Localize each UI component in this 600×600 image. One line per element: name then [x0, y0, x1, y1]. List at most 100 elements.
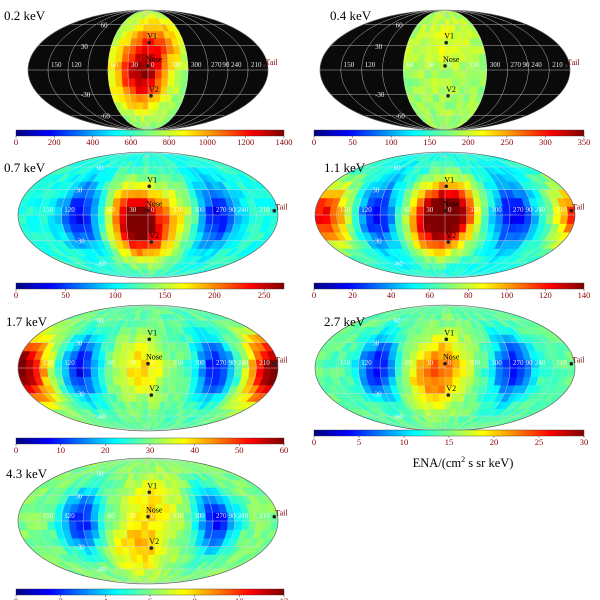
- heatmap-cell: [466, 214, 475, 224]
- heatmap-cell: [75, 359, 84, 369]
- heatmap-cell: [60, 520, 70, 530]
- heatmap-cell: [487, 367, 496, 377]
- heatmap-cell: [494, 214, 504, 224]
- heatmap-cell: [480, 367, 489, 377]
- heatmap-cell: [458, 359, 468, 369]
- colorbar-tick-label: 0: [14, 596, 18, 600]
- heatmap-cell: [118, 512, 127, 522]
- panel-title: 2.7 keV: [324, 314, 366, 329]
- longitude-label: 300: [491, 206, 502, 214]
- heatmap-cell: [160, 69, 169, 79]
- heatmap-cell: [154, 69, 162, 79]
- heatmap-cell: [120, 69, 129, 79]
- heatmap-cell: [416, 69, 425, 79]
- heatmap-cell: [147, 115, 153, 122]
- longitude-label: 0: [448, 359, 452, 367]
- heatmap-cell: [438, 240, 446, 249]
- longitude-label: 60: [108, 206, 116, 214]
- longitude-label: 330: [470, 206, 481, 214]
- heatmap-cell: [175, 529, 185, 539]
- heatmap-cell: [140, 537, 149, 547]
- marker-tail-dot: [272, 361, 277, 366]
- longitude-label: 90: [523, 61, 531, 69]
- heatmap-cell: [175, 223, 185, 233]
- longitude-label: 300: [191, 61, 202, 69]
- heatmap-cell: [183, 359, 192, 369]
- heatmap-cell: [219, 520, 228, 530]
- marker-v1-dot: [444, 184, 449, 189]
- longitude-label: 150: [43, 359, 54, 367]
- latitude-label: -30: [75, 391, 85, 399]
- latitude-label: -60: [101, 113, 111, 121]
- heatmap-cell: [53, 367, 63, 377]
- latitude-label: 60: [97, 470, 105, 478]
- heatmap-cell: [125, 214, 135, 224]
- heatmap-cell: [430, 384, 439, 394]
- marker-v2-label: V2: [446, 85, 456, 94]
- heatmap-cell: [415, 206, 424, 216]
- heatmap-cell: [169, 214, 178, 224]
- colorbar-tick-label: 150: [159, 290, 172, 300]
- marker-v2-label: V2: [149, 537, 159, 546]
- longitude-label: 150: [43, 206, 54, 214]
- heatmap-cell: [161, 512, 171, 522]
- heatmap-cell: [523, 367, 533, 377]
- heatmap-cell: [394, 367, 403, 377]
- heatmap-cell: [147, 69, 156, 79]
- colorbar-tick-label: 0: [312, 290, 316, 300]
- heatmap-cell: [480, 206, 489, 216]
- longitude-label: 0: [151, 61, 155, 69]
- heatmap-cell: [154, 214, 163, 224]
- heatmap-cell: [372, 214, 381, 224]
- heatmap-cell: [464, 77, 473, 87]
- heatmap-cell: [111, 367, 120, 377]
- heatmap-cell: [516, 367, 525, 377]
- heatmap-cell: [153, 401, 161, 410]
- heatmap-cell: [450, 93, 459, 103]
- heatmap-cell: [379, 214, 389, 224]
- heatmap-cell: [133, 520, 142, 530]
- heatmap-cell: [147, 408, 154, 417]
- longitude-label: 180: [572, 61, 583, 69]
- latitude-label: -60: [394, 413, 404, 421]
- colorbar-tick-label: 20: [348, 290, 357, 300]
- colorbar-tick-label: 1200: [237, 137, 254, 147]
- colorbar-tick-label: 8: [193, 596, 197, 600]
- longitude-label: 210: [556, 206, 567, 214]
- heatmap-cell: [262, 367, 272, 377]
- longitude-label: 150: [340, 359, 351, 367]
- heatmap-cell: [169, 367, 178, 377]
- heatmap-cell: [18, 520, 27, 530]
- pole-label-north: 90: [144, 307, 150, 313]
- heatmap-cell: [166, 77, 175, 87]
- heatmap-cell: [457, 45, 466, 55]
- heatmap-cell: [154, 520, 163, 530]
- heatmap-cell: [394, 214, 403, 224]
- heatmap-cell: [329, 214, 339, 224]
- colorbar-tick-label: 0: [312, 437, 316, 447]
- heatmap-cell: [176, 367, 185, 377]
- colorbar: [313, 282, 585, 290]
- heatmap-cell: [458, 214, 468, 224]
- heatmap-cell: [402, 69, 411, 79]
- marker-tail-dot: [569, 208, 574, 213]
- heatmap-cell: [379, 359, 389, 369]
- heatmap-cell: [530, 214, 540, 224]
- heatmap-cell: [226, 520, 236, 530]
- panel-title: 0.7 keV: [4, 160, 46, 175]
- heatmap-cell: [190, 214, 199, 224]
- marker-tail-dot: [272, 514, 277, 519]
- heatmap-cell: [140, 231, 149, 241]
- marker-nose-dot: [443, 361, 447, 366]
- heatmap-cell: [473, 214, 482, 224]
- heatmap-cell: [401, 214, 410, 224]
- heatmap-cell: [18, 512, 27, 522]
- latitude-label: -30: [75, 544, 85, 552]
- heatmap-cell: [168, 223, 177, 233]
- heatmap-cell: [53, 214, 63, 224]
- heatmap-cell: [430, 231, 439, 241]
- heatmap-cell: [141, 240, 149, 249]
- heatmap-cell: [343, 367, 353, 377]
- latitude-label: -60: [394, 260, 404, 268]
- heatmap-cell: [430, 214, 439, 224]
